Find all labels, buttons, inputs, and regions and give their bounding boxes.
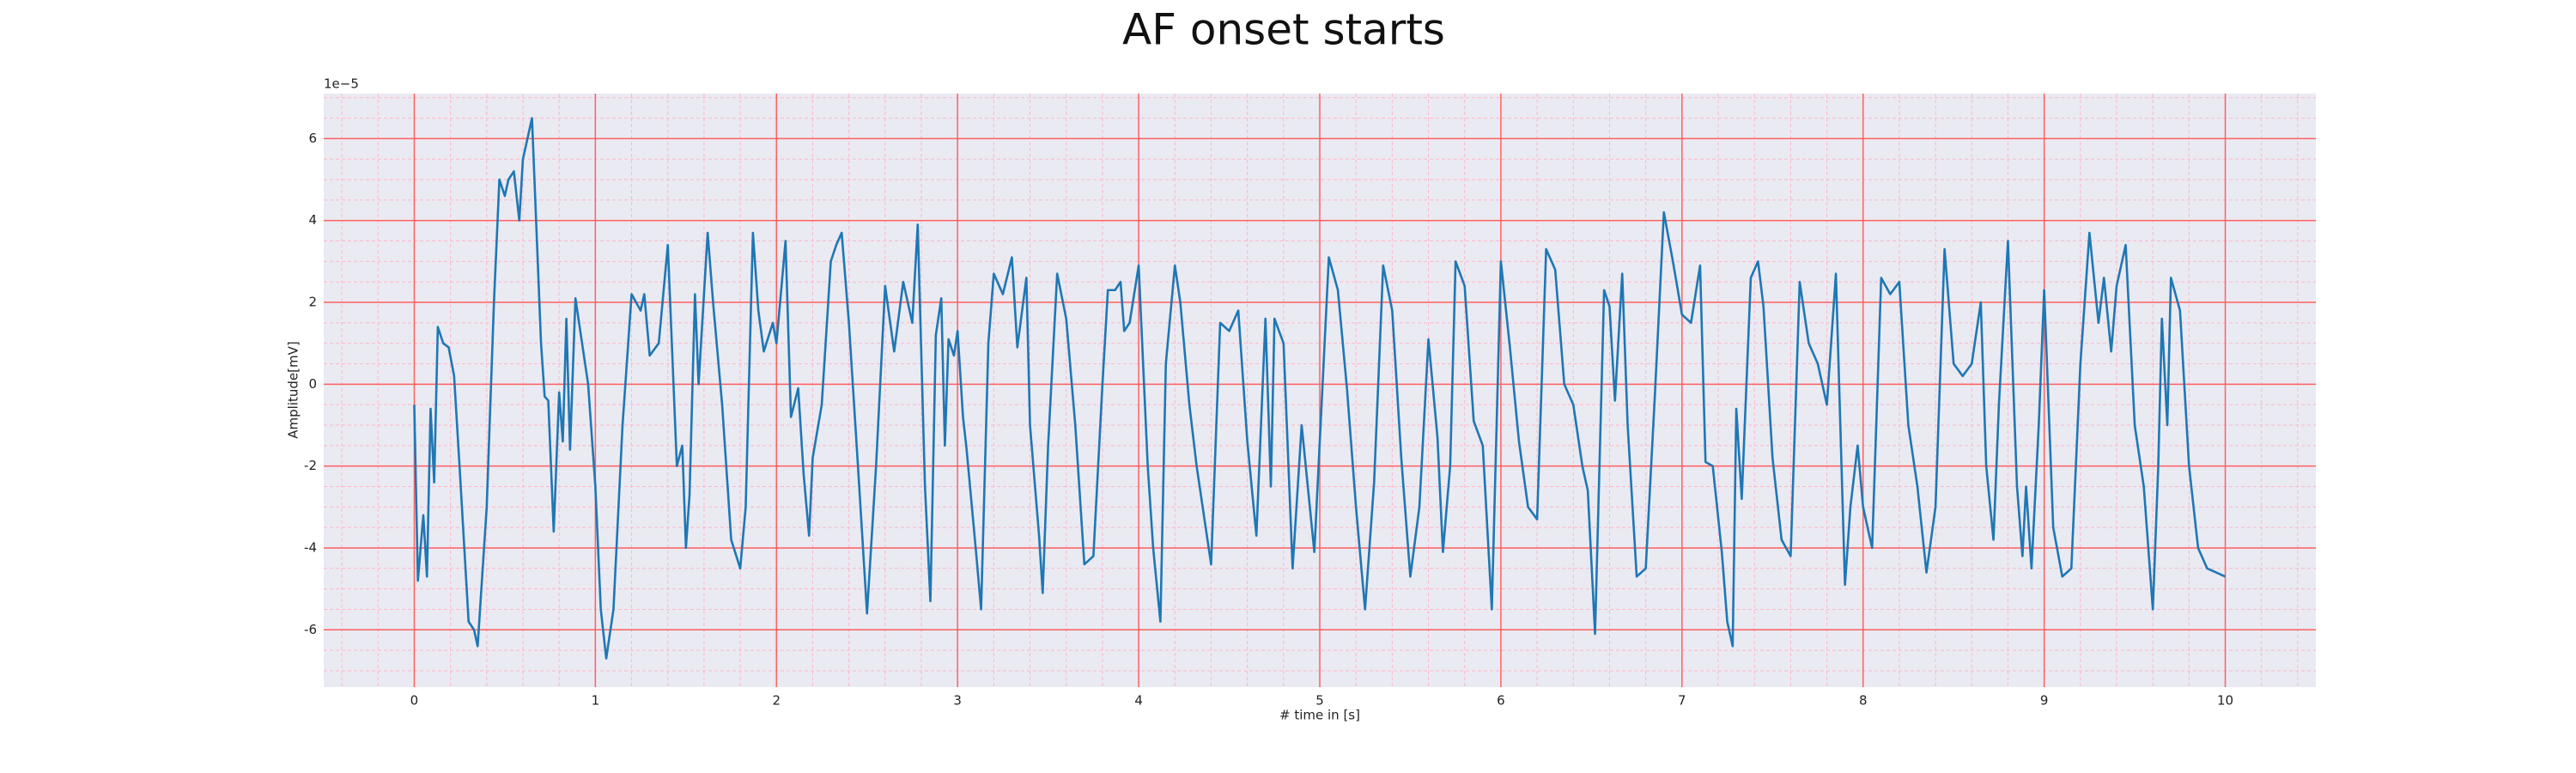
x-tick-label: 7	[1678, 693, 1686, 709]
grid	[324, 94, 2316, 687]
data-line	[413, 117, 2227, 660]
y-axis-label: Amplitude[mV]	[286, 341, 301, 438]
marks	[413, 117, 2227, 660]
chart-title: AF onset starts	[1122, 5, 1445, 55]
x-tick-label: 8	[1859, 693, 1868, 709]
y-tick-label: 4	[308, 212, 317, 228]
x-tick-label: 5	[1315, 693, 1324, 709]
y-tick-label: 2	[308, 295, 317, 310]
x-tick-label: 1	[592, 693, 600, 709]
x-tick-label: 4	[1134, 693, 1143, 709]
y-tick-label: 0	[308, 376, 317, 392]
x-tick-label: 10	[2217, 693, 2233, 709]
y-offset-label: 1e−5	[324, 76, 359, 92]
y-tick-label: -4	[304, 539, 317, 555]
x-tick-label: 0	[410, 693, 419, 709]
x-axis-label: # time in [s]	[1279, 708, 1360, 723]
y-tick-label: -2	[304, 458, 317, 473]
y-tick-label: -6	[304, 622, 317, 637]
x-tick-label: 3	[953, 693, 962, 709]
x-tick-label: 2	[772, 693, 781, 709]
x-tick-label: 9	[2040, 693, 2049, 709]
x-tick-label: 6	[1497, 693, 1505, 709]
y-tick-label: 6	[308, 131, 317, 146]
